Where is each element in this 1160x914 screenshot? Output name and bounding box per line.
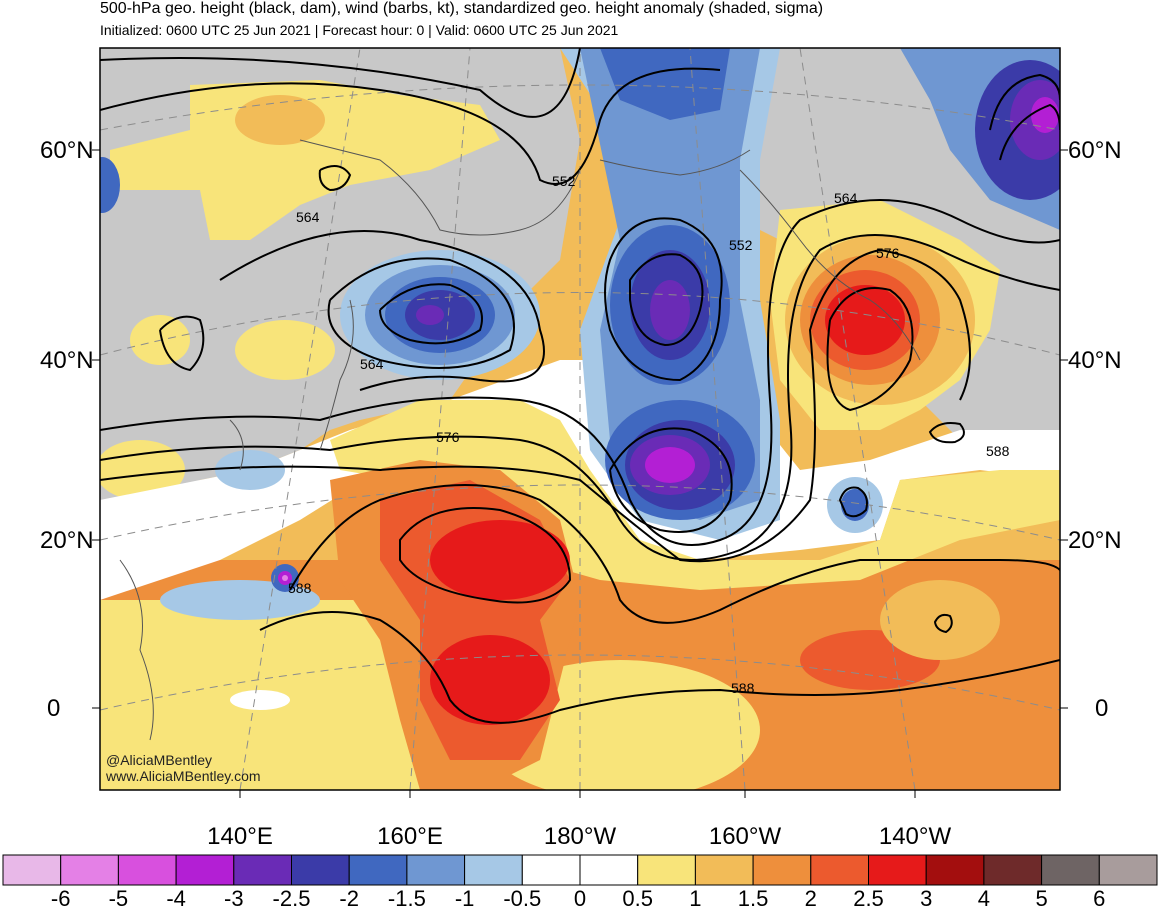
- lat-label-left: 20°N: [40, 527, 94, 554]
- colorbar-tick-label: 1: [689, 886, 702, 911]
- colorbar-tick-label: -0.5: [503, 886, 542, 911]
- colorbar-tick-label: 5: [1035, 886, 1048, 911]
- contour-label: 552: [729, 237, 753, 253]
- colorbar-swatch: [2, 854, 62, 886]
- credit-handle: @AliciaMBentley: [106, 752, 213, 768]
- map-subtitle: Initialized: 0600 UTC 25 Jun 2021 | Fore…: [100, 22, 619, 38]
- colorbar-swatch: [983, 854, 1043, 886]
- colorbar-swatch: [406, 854, 466, 886]
- colorbar-tick-label: -2: [339, 886, 359, 911]
- colorbar-tick-label: 0: [573, 886, 587, 911]
- map-title: 500-hPa geo. height (black, dam), wind (…: [100, 0, 824, 17]
- colorbar-tick-label: -5: [108, 886, 129, 911]
- contour-label: 588: [288, 580, 312, 596]
- colorbar-swatch: [694, 854, 754, 886]
- lat-label-right: 60°N: [1068, 137, 1122, 164]
- colorbar-swatch: [233, 854, 293, 886]
- colorbar-tick-label: -1: [454, 886, 475, 911]
- colorbar-swatch: [1041, 854, 1100, 886]
- lon-label: 160°E: [377, 823, 443, 850]
- colorbar-swatch: [1098, 854, 1158, 886]
- lat-label-right: 0: [1095, 695, 1109, 722]
- contour-label: 564: [296, 209, 320, 225]
- colorbar-swatch: [117, 854, 177, 886]
- colorbar-tick-label: 3: [920, 886, 933, 911]
- colorbar: [2, 854, 1158, 886]
- colorbar-tick-label: 2.5: [853, 886, 884, 911]
- colorbar-swatch: [291, 854, 350, 886]
- colorbar-tick-label: -6: [50, 886, 71, 911]
- colorbar-swatch: [464, 854, 523, 886]
- contour-label: 588: [731, 680, 755, 696]
- lat-label-left: 60°N: [40, 137, 94, 164]
- colorbar-swatch: [868, 854, 927, 886]
- lat-label-left: 0: [47, 695, 61, 722]
- colorbar-tick-label: 0.5: [622, 886, 653, 911]
- colorbar-tick-label: 1.5: [737, 886, 769, 911]
- contour-label: 576: [876, 245, 900, 261]
- colorbar-tick-label: 2: [804, 886, 817, 911]
- contour-label: 564: [360, 356, 384, 372]
- colorbar-swatch: [925, 854, 985, 886]
- colorbar-swatch: [521, 854, 581, 886]
- colorbar-swatch: [810, 854, 869, 886]
- lat-label-left: 40°N: [40, 347, 94, 374]
- lat-label-right: 20°N: [1068, 527, 1122, 554]
- credit-site: www.AliciaMBentley.com: [106, 768, 261, 784]
- contour-label: 552: [552, 173, 576, 189]
- colorbar-swatch: [637, 854, 696, 886]
- colorbar-tick-label: 6: [1093, 886, 1106, 911]
- lat-label-right: 40°N: [1068, 347, 1122, 374]
- colorbar-tick-label: -1.5: [387, 886, 426, 911]
- coastlines: [119, 139, 921, 741]
- colorbar-tick-label: -2.5: [272, 886, 311, 911]
- colorbar-swatch: [60, 854, 119, 886]
- lon-label: 180°W: [543, 823, 617, 850]
- lon-label: 140°E: [207, 823, 273, 850]
- lon-label: 160°W: [708, 823, 782, 850]
- contour-label: 588: [986, 443, 1010, 459]
- colorbar-swatch: [348, 854, 408, 886]
- axis-ticks: [92, 149, 1068, 798]
- colorbar-tick-label: -3: [224, 886, 244, 911]
- lon-label: 140°W: [878, 823, 952, 850]
- colorbar-swatch: [752, 854, 812, 886]
- colorbar-tick-label: -4: [166, 886, 186, 911]
- colorbar-tick-label: 4: [977, 886, 991, 911]
- colorbar-swatch: [579, 854, 639, 886]
- contour-label: 576: [436, 429, 460, 445]
- contour-label: 564: [834, 190, 858, 206]
- height-contours: [100, 48, 1060, 724]
- colorbar-swatch: [175, 854, 235, 886]
